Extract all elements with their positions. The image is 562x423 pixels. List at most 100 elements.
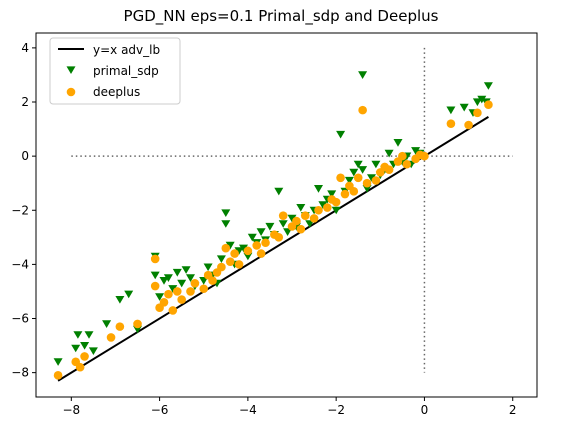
primal-sdp-point [446, 106, 456, 115]
primal-sdp-point [150, 271, 160, 280]
primal-sdp-point [234, 247, 244, 255]
primal-sdp-point [243, 252, 253, 261]
deeplus-point [300, 211, 310, 220]
legend-box [49, 37, 181, 105]
deeplus-point [243, 246, 253, 256]
x-tick-label: −4 [239, 403, 257, 417]
primal-sdp-point [186, 274, 195, 282]
primal-sdp-point [124, 290, 134, 299]
primal-sdp-point [88, 347, 98, 355]
deeplus-point [358, 105, 367, 115]
primal-sdp-point [84, 331, 94, 339]
primal-sdp-point [225, 241, 235, 250]
primal-sdp-point [296, 204, 306, 212]
deeplus-point [190, 279, 200, 288]
primal-sdp-point [168, 285, 178, 293]
deeplus-point [331, 197, 341, 207]
primal-sdp-point [181, 266, 191, 274]
primal-sdp-point [221, 209, 231, 217]
y-tick-label: −2 [11, 203, 29, 217]
primal-sdp-point [155, 293, 165, 301]
deeplus-point [309, 214, 319, 223]
primal-sdp-point [336, 130, 346, 139]
x-tick-label: 0 [421, 403, 429, 417]
deeplus-point [336, 173, 345, 183]
deeplus-point [446, 119, 456, 128]
primal-sdp-point [177, 279, 187, 288]
primal-sdp-point [203, 263, 213, 272]
deeplus-point [473, 108, 482, 118]
primal-sdp-point [283, 228, 293, 236]
primal-sdp-point [318, 201, 328, 209]
deeplus-point [133, 319, 142, 329]
primal-sdp-point [172, 268, 182, 277]
deeplus-point [261, 238, 270, 248]
deeplus-point [75, 362, 85, 372]
deeplus-point [362, 178, 372, 188]
deeplus-point [150, 254, 160, 264]
primal-sdp-point [327, 190, 337, 199]
y-tick-label: −6 [11, 312, 29, 326]
primal-sdp-point [265, 222, 275, 231]
primal-sdp-point [393, 139, 403, 147]
deeplus-point [172, 287, 182, 296]
chart-title: PGD_NN eps=0.1 Primal_sdp and Deeplus [123, 7, 439, 25]
primal-sdp-point [384, 149, 394, 158]
deeplus-point [340, 189, 350, 199]
primal-sdp-point [159, 277, 169, 285]
deeplus-point [217, 262, 226, 272]
deeplus-point [168, 306, 178, 315]
y-tick-label: 0 [21, 149, 29, 163]
deeplus-point [106, 333, 116, 342]
deeplus-point [484, 100, 493, 110]
deeplus-point [221, 243, 231, 253]
primal-sdp-point [349, 168, 359, 177]
series-deeplus [53, 100, 493, 380]
primal-sdp-point [221, 220, 231, 228]
primal-sdp-point [358, 166, 368, 174]
deeplus-point [274, 233, 284, 242]
deeplus-point [420, 151, 429, 161]
deeplus-point [296, 224, 306, 234]
legend-circle-swatch [66, 87, 76, 97]
primal-sdp-point [483, 82, 493, 90]
primal-sdp-point [353, 160, 363, 169]
deeplus-point [398, 151, 407, 161]
deeplus-point [256, 249, 266, 258]
deeplus-point [186, 287, 195, 296]
deeplus-point [115, 322, 125, 331]
deeplus-point [164, 289, 173, 299]
primal-sdp-point [133, 325, 142, 334]
deeplus-point [208, 276, 217, 285]
primal-sdp-point [362, 185, 372, 193]
primal-sdp-point [274, 187, 284, 196]
primal-sdp-point [459, 103, 469, 112]
legend-label-deeplus: deeplus [93, 85, 140, 99]
deeplus-point [292, 216, 301, 226]
primal-sdp-point [477, 95, 487, 104]
deeplus-point [353, 173, 363, 183]
x-tick-label: 2 [509, 403, 517, 417]
x-tick-label: −8 [62, 403, 80, 417]
y-tick-label: 4 [21, 41, 29, 55]
deeplus-point [323, 203, 332, 212]
primal-sdp-point [287, 214, 297, 223]
deeplus-point [53, 371, 63, 380]
primal-sdp-point [53, 358, 63, 366]
primal-sdp-point [80, 342, 90, 350]
y-tick-label: −4 [11, 257, 29, 271]
deeplus-point [199, 284, 209, 294]
deeplus-point [80, 352, 89, 361]
deeplus-point [230, 249, 239, 258]
primal-sdp-point [278, 220, 288, 228]
deeplus-point [464, 120, 473, 130]
primal-sdp-point [314, 185, 323, 193]
primal-sdp-point [163, 274, 173, 282]
legend-triangle-swatch [66, 66, 76, 74]
deeplus-point [314, 205, 323, 215]
primal-sdp-point [344, 176, 354, 185]
deeplus-point [177, 295, 186, 304]
primal-sdp-point [371, 160, 381, 169]
